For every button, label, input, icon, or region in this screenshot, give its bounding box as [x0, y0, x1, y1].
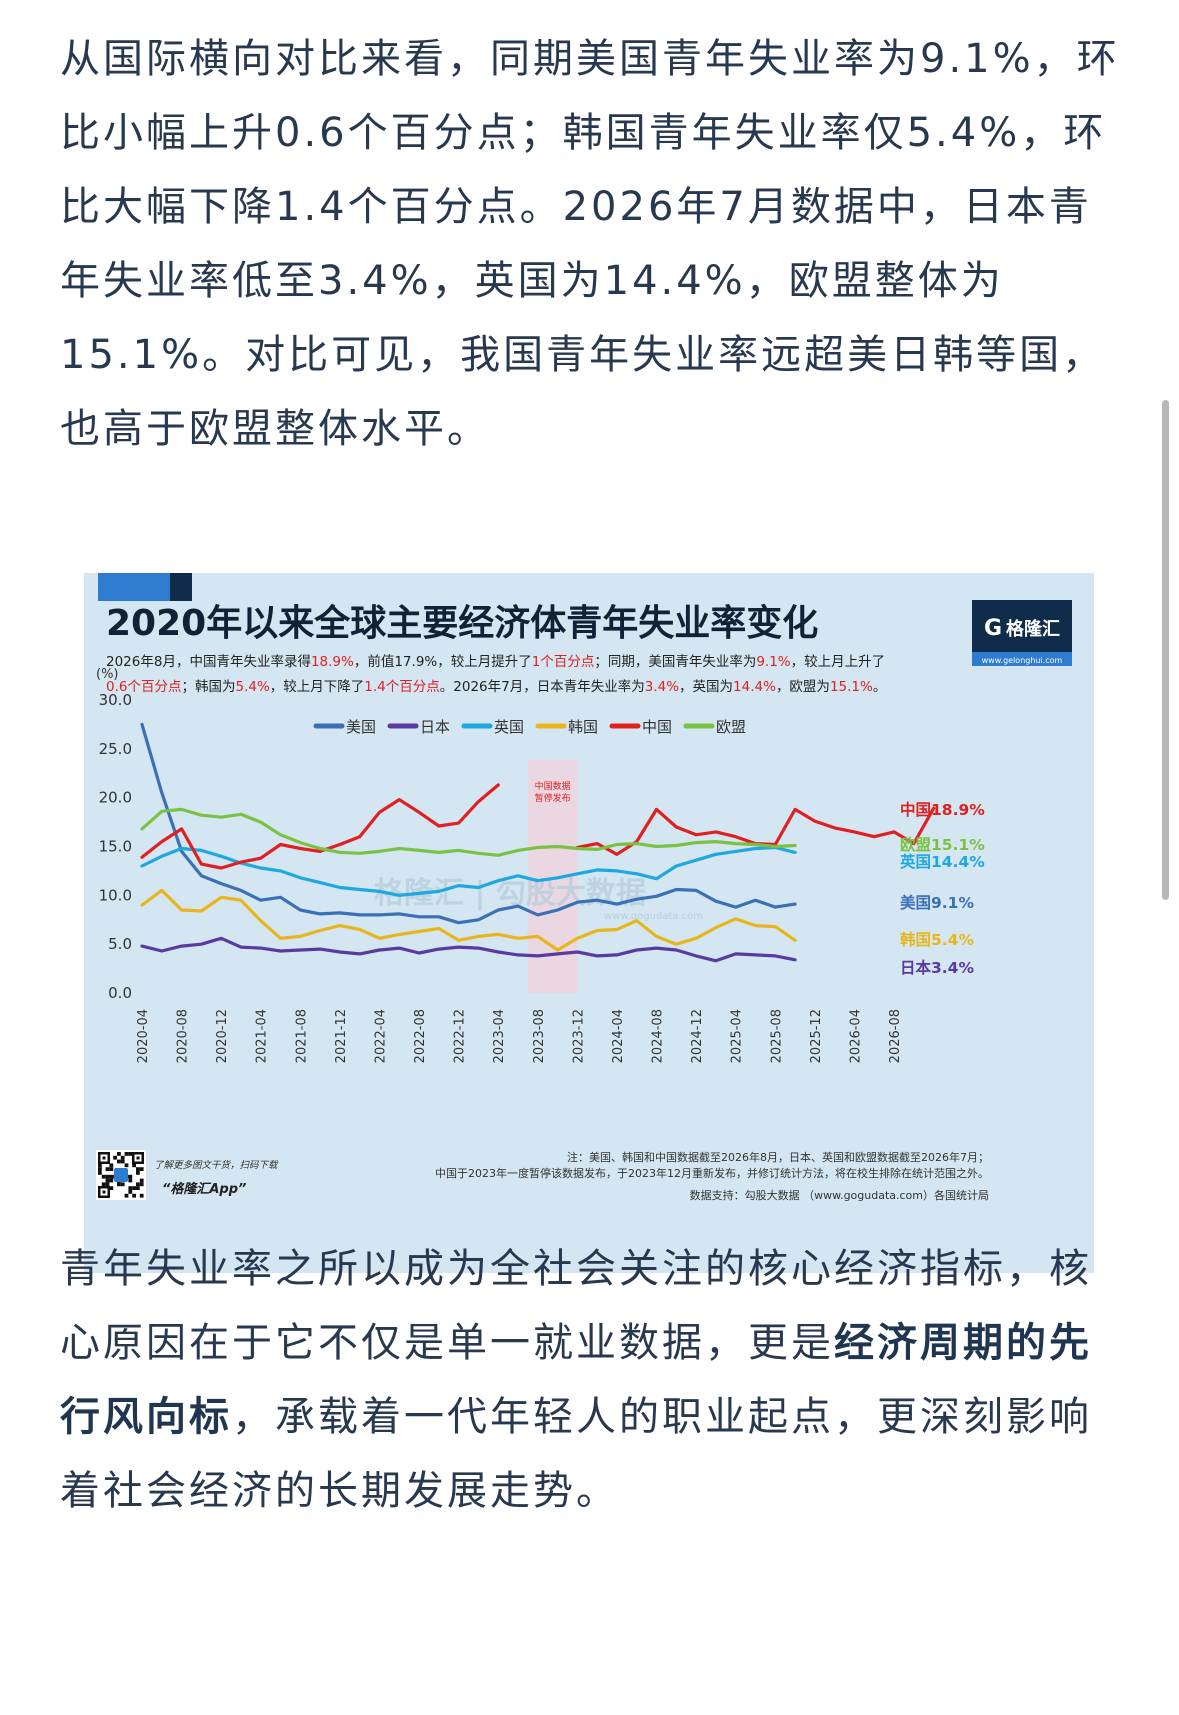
y-tick-label: 20.0: [99, 789, 132, 807]
footnote-2: 中国于2023年一度暂停该数据发布，于2023年12月重新发布，并修订统计方法，…: [435, 1166, 989, 1180]
y-tick-label: 10.0: [99, 886, 132, 904]
x-tick-label: 2021-04: [255, 1009, 270, 1063]
sub2-part-0: 0.6个百分点: [106, 679, 181, 695]
decor-bar-navy: [170, 573, 192, 601]
gelonghui-logo: G 格隆汇 www.gelonghui.com: [972, 600, 1072, 666]
decor-bar-blue: [98, 573, 170, 601]
sub2-part-6: 3.4%: [645, 679, 679, 695]
article-paragraph-1: 从国际横向对比来看，同期美国青年失业率为9.1%，环比小幅上升0.6个百分点；韩…: [60, 36, 1120, 452]
x-tick-label: 2023-08: [532, 1009, 547, 1063]
sub2-part-7: ，英国为: [679, 678, 733, 695]
x-tick-label: 2025-12: [809, 1009, 824, 1063]
x-tick-label: 2020-04: [136, 1009, 151, 1063]
legend-label: 日本: [420, 718, 450, 736]
subtitle-line-1: 2026年8月，中国青年失业率录得18.9%，前值17.9%，较上月提升了1个百…: [106, 653, 885, 670]
x-tick-label: 2022-12: [453, 1009, 468, 1063]
y-tick-label: 25.0: [99, 740, 132, 758]
x-tick-label: 2022-04: [373, 1009, 388, 1063]
chart-svg: 2020年以来全球主要经济体青年失业率变化 G 格隆汇 www.gelonghu…: [96, 573, 1072, 1202]
x-tick-label: 2023-04: [492, 1009, 507, 1063]
y-tick-label: 0.0: [108, 984, 132, 1002]
series-line-欧盟: [140, 807, 797, 857]
pause-note-line: 中国数据: [535, 780, 571, 792]
sub2-part-2: 5.4%: [235, 679, 269, 695]
page-scrollbar[interactable]: [1162, 400, 1169, 900]
x-tick-label: 2024-04: [611, 1009, 626, 1063]
x-tick-label: 2021-08: [294, 1009, 309, 1063]
data-source: 数据支持：勾股大数据 （www.gogudata.com）各国统计局: [690, 1188, 989, 1202]
chart-title: 2020年以来全球主要经济体青年失业率变化: [106, 602, 818, 644]
y-axis-unit: (%): [96, 667, 119, 682]
x-tick-label: 2026-04: [848, 1009, 863, 1063]
x-tick-label: 2024-12: [690, 1009, 705, 1063]
sub1-part-4: ；同期，美国青年失业率为: [594, 653, 756, 670]
y-tick-label: 5.0: [108, 935, 132, 953]
sub1-part-2: ，前值17.9%，较上月提升了: [354, 653, 532, 670]
subtitle-line-2: 0.6个百分点；韩国为5.4%，较上月下降了1.4个百分点。2026年7月，日本…: [106, 678, 886, 695]
legend-label: 韩国: [568, 718, 598, 736]
sub2-part-9: ，欧盟为: [776, 679, 830, 695]
series-line-韩国: [140, 888, 797, 952]
x-tick-label: 2025-08: [769, 1009, 784, 1063]
sub2-part-11: 。: [873, 679, 887, 695]
legend-label: 中国: [642, 718, 672, 736]
sub1-part-0: 2026年8月，中国青年失业率录得: [106, 653, 311, 670]
series-line-日本: [140, 936, 797, 963]
x-tick-label: 2023-12: [571, 1009, 586, 1063]
watermark-url: www.gogudata.com: [604, 911, 703, 922]
app-promo: 了解更多图文干货，扫码下载: [154, 1159, 279, 1171]
sub1-part-5: 9.1%: [756, 654, 790, 670]
series-line-英国: [140, 845, 797, 897]
y-tick-label: 15.0: [99, 838, 132, 856]
pause-note-line: 暂停发布: [535, 792, 571, 804]
x-tick-label: 2025-04: [730, 1009, 745, 1063]
logo-g-icon: G: [984, 616, 1002, 641]
x-tick-label: 2024-08: [651, 1009, 666, 1063]
sub2-part-4: 1.4个百分点: [364, 679, 439, 695]
series-line-中国: [140, 783, 500, 870]
y-tick-label: 30.0: [99, 691, 132, 709]
x-tick-label: 2026-08: [888, 1009, 903, 1063]
sub2-part-5: 。2026年7月，日本青年失业率为: [440, 678, 645, 695]
youth-unemployment-infographic: 2020年以来全球主要经济体青年失业率变化 G 格隆汇 www.gelonghu…: [84, 573, 1094, 1273]
end-label-欧盟: 欧盟15.1%: [900, 835, 985, 854]
legend-label: 英国: [494, 718, 524, 736]
end-label-中国: 中国18.9%: [900, 800, 985, 819]
sub2-part-10: 15.1%: [830, 679, 873, 695]
end-label-韩国: 韩国5.4%: [900, 930, 974, 949]
sub2-part-1: ；韩国为: [181, 679, 235, 695]
brand-url: www.gelonghui.com: [982, 656, 1063, 665]
series-line-美国: [140, 722, 797, 925]
end-label-英国: 英国14.4%: [899, 852, 985, 871]
sub2-part-3: ，较上月下降了: [270, 679, 365, 695]
x-tick-label: 2022-08: [413, 1009, 428, 1063]
end-label-美国: 美国9.1%: [900, 893, 974, 912]
legend-label: 欧盟: [716, 718, 746, 736]
x-tick-label: 2020-12: [215, 1009, 230, 1063]
paragraph2-text-a: 青年失业率之所以成为全社会关注的核心经济指标，核心原因在于它不仅是单一就业数据，…: [60, 1246, 1092, 1366]
x-tick-label: 2021-12: [334, 1009, 349, 1063]
app-name: “格隆汇App”: [162, 1181, 246, 1197]
sub1-part-3: 1个百分点: [532, 654, 595, 670]
paragraph2-bold-phrase: 经济周期的先行风向标: [60, 1320, 1092, 1440]
x-tick-label: 2020-08: [176, 1009, 191, 1063]
sub2-part-8: 14.4%: [733, 679, 776, 695]
legend-label: 美国: [346, 718, 376, 736]
article-paragraph-2: 青年失业率之所以成为全社会关注的核心经济指标，核心原因在于它不仅是单一就业数据，…: [60, 1232, 1120, 1528]
end-label-日本: 日本3.4%: [900, 958, 974, 977]
sub1-part-6: ，较上月上升了: [791, 654, 886, 670]
qr-code: [96, 1150, 146, 1200]
bottom-fade: [0, 1640, 1179, 1715]
sub1-part-1: 18.9%: [311, 654, 354, 670]
paragraph2-text-b: ，承载着一代年轻人的职业起点，更深刻影响着社会经济的长期发展走势。: [60, 1394, 1092, 1514]
brand-name: 格隆汇: [1006, 618, 1060, 640]
footnote-1: 注：美国、韩国和中国数据截至2026年8月，日本、英国和欧盟数据截至2026年7…: [567, 1150, 989, 1164]
